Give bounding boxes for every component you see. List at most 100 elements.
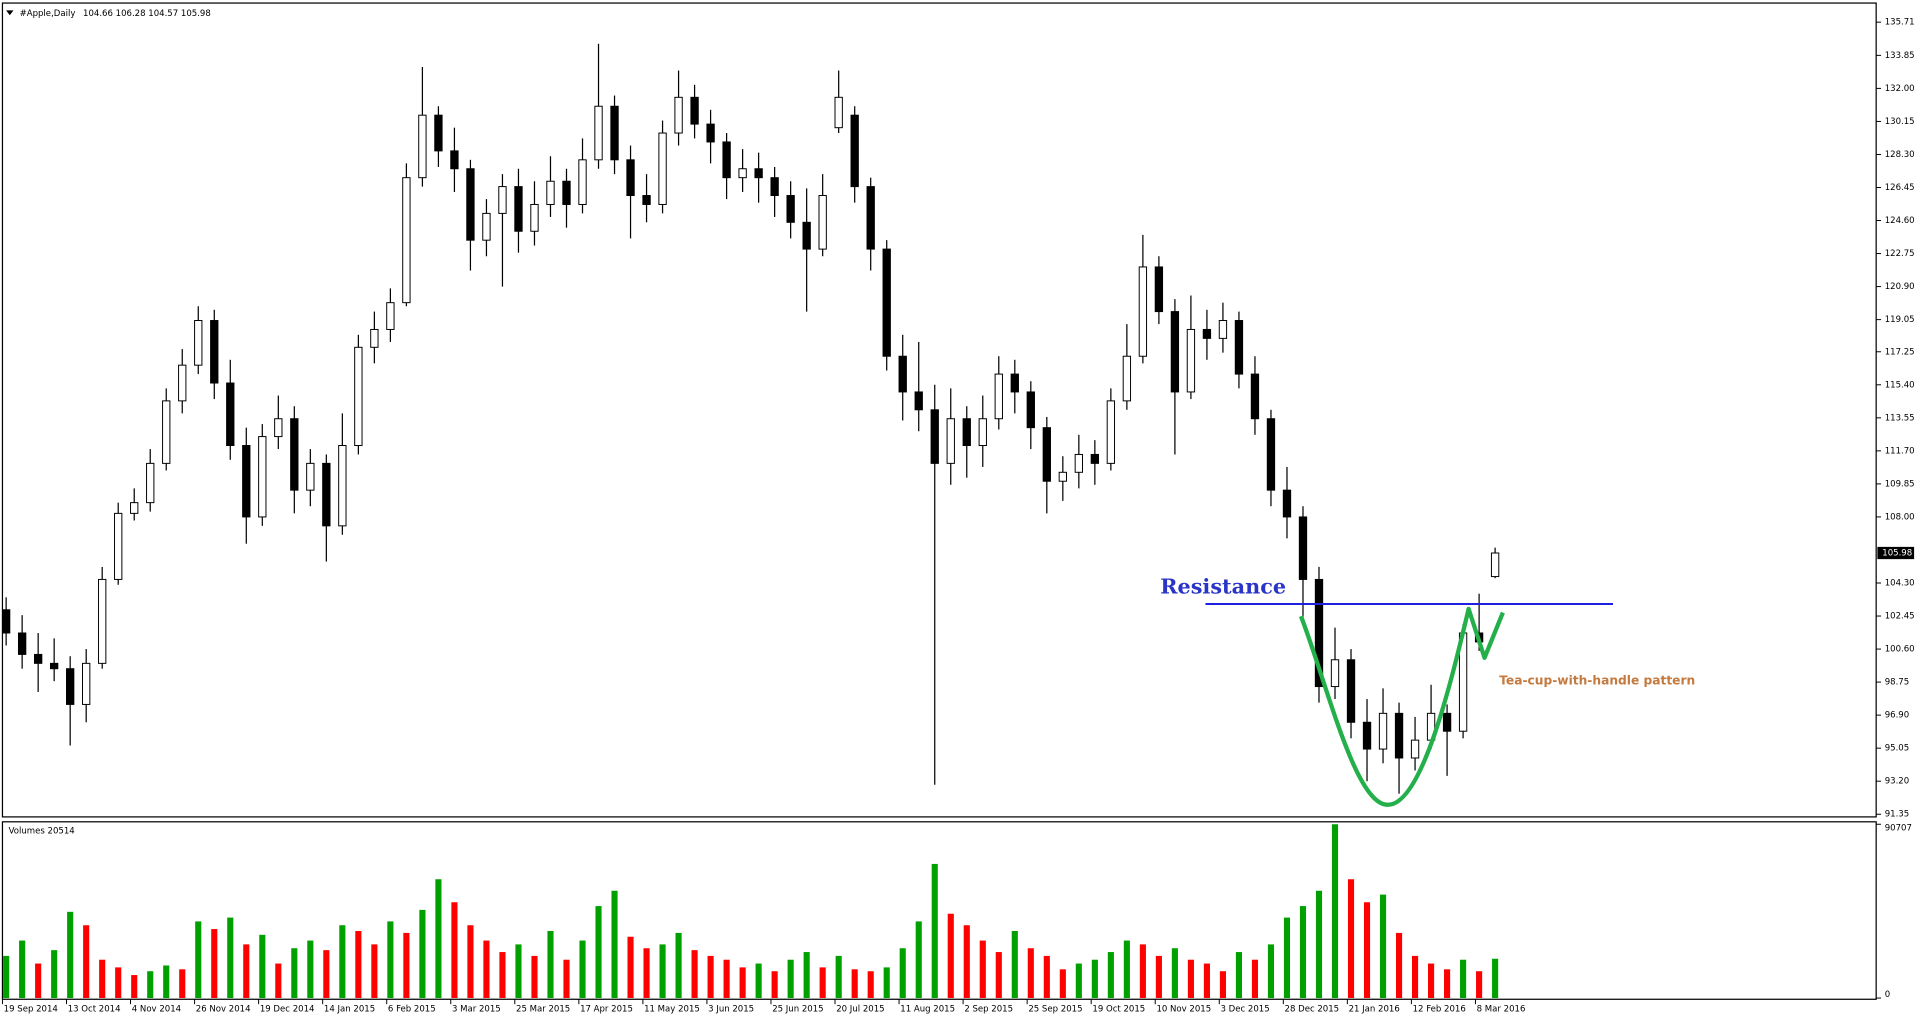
volume-bar: [1379, 894, 1387, 999]
volume-bar: [1123, 940, 1130, 999]
candle-body: [978, 418, 987, 447]
pattern-label: Tea-cup-with-handle pattern: [1499, 674, 1695, 688]
y-tick-label: 117.25: [1885, 347, 1915, 357]
volume-bar: [1091, 959, 1098, 999]
x-tick-label: 21 Jan 2016: [1349, 1005, 1400, 1015]
candle-body: [1378, 712, 1388, 750]
resistance-label: Resistance: [1160, 574, 1286, 599]
volume-bar: [803, 952, 810, 999]
candle-body: [114, 512, 123, 580]
volume-bar: [1331, 824, 1339, 999]
volume-bar: [371, 944, 378, 999]
volume-bar: [67, 911, 74, 999]
volume-bar: [819, 967, 826, 999]
volume-bar: [323, 950, 330, 999]
price-pane: [1, 2, 1877, 818]
candle-body: [226, 382, 235, 447]
volume-bar: [275, 963, 282, 999]
y-tick-label: 120.90: [1885, 282, 1915, 292]
last-volume: 20514: [48, 826, 75, 836]
candle-body: [770, 177, 779, 197]
volume-bar: [451, 902, 458, 999]
candle-body: [306, 462, 315, 491]
volume-bar: [467, 925, 474, 999]
low: 104.57: [148, 8, 178, 18]
y-tick-label: 115.40: [1885, 380, 1915, 390]
volume-bar: [723, 959, 730, 999]
candle-body: [658, 132, 667, 205]
volume-bar: [51, 950, 58, 999]
candle-body: [754, 168, 763, 179]
candle-body: [738, 168, 747, 179]
volume-bar: [1395, 932, 1403, 999]
volume-bar: [1476, 971, 1483, 999]
candle-body: [1250, 373, 1260, 420]
candle-body: [402, 177, 411, 304]
x-tick-label: 10 Nov 2015: [1156, 1005, 1211, 1015]
y-tick-label: 96.90: [1885, 711, 1909, 721]
volume-bar: [1347, 879, 1355, 999]
candle-body: [1154, 266, 1164, 313]
candle-body: [562, 180, 571, 205]
volume-bar: [1283, 917, 1291, 999]
menu-arrow[interactable]: [6, 10, 14, 16]
volume-bar: [835, 955, 842, 999]
x-tick-label: 4 Nov 2014: [132, 1005, 181, 1015]
volume-bar: [1492, 958, 1499, 999]
symbol-label: #Apple,Daily 104.66 106.28 104.57 105.98: [20, 8, 211, 18]
x-tick-label: 11 Aug 2015: [900, 1005, 955, 1015]
volume-bar: [339, 925, 346, 999]
candle-body: [354, 346, 363, 447]
candle-body: [498, 186, 507, 214]
volume-bar: [307, 940, 314, 999]
volume-bar: [131, 975, 138, 999]
candle-body: [450, 150, 459, 170]
volume-bar: [1299, 906, 1307, 999]
y-tick-label: 130.15: [1885, 117, 1915, 127]
candle-body: [1074, 453, 1083, 473]
candle-body: [1106, 400, 1116, 464]
volume-bar: [1235, 952, 1243, 999]
candle-body: [802, 221, 811, 250]
candle-body: [194, 320, 203, 366]
x-tick-label: 19 Dec 2014: [260, 1005, 315, 1015]
volume-bar: [1267, 944, 1275, 999]
candle-body: [130, 502, 139, 514]
last-price-box: [1877, 546, 1915, 560]
candle-body: [33, 653, 43, 664]
volume-bar: [1363, 902, 1371, 999]
volume-bar: [563, 959, 570, 999]
candle-body: [994, 373, 1003, 420]
volume-bar: [1412, 955, 1419, 999]
y-tick-label: 135.71: [1885, 18, 1915, 28]
candle-body: [1346, 659, 1356, 723]
open: 104.66: [83, 8, 113, 18]
candle-body: [514, 186, 523, 232]
candle-body: [594, 105, 603, 161]
y-tick-label: 108.00: [1885, 512, 1915, 522]
volume-bar: [403, 932, 410, 999]
candle-body: [1170, 311, 1180, 393]
volume-bar: [1251, 959, 1259, 999]
volume-bar: [1043, 955, 1050, 999]
candle-body: [1282, 489, 1292, 518]
x-tick-label: 25 Sep 2015: [1028, 1005, 1082, 1015]
candle-body: [482, 212, 491, 241]
candle-body: [1138, 266, 1148, 357]
candle-body: [866, 186, 875, 250]
volume-bar: [643, 948, 650, 999]
volume-bar: [755, 963, 762, 999]
candle-body: [338, 445, 347, 527]
y-tick-label: 109.85: [1885, 479, 1915, 489]
candle-body: [66, 668, 75, 705]
candle-body: [418, 114, 427, 179]
volume-bar: [19, 940, 26, 999]
volume-bar: [499, 952, 506, 999]
volume-bar: [1075, 963, 1082, 999]
volume-bar: [259, 934, 266, 999]
candle-body: [818, 195, 827, 250]
volume-bar: [595, 906, 602, 999]
x-tick-label: 13 Oct 2014: [68, 1005, 121, 1015]
x-tick-label: 25 Jun 2015: [772, 1005, 823, 1015]
x-tick-label: 8 Mar 2016: [1477, 1005, 1526, 1015]
